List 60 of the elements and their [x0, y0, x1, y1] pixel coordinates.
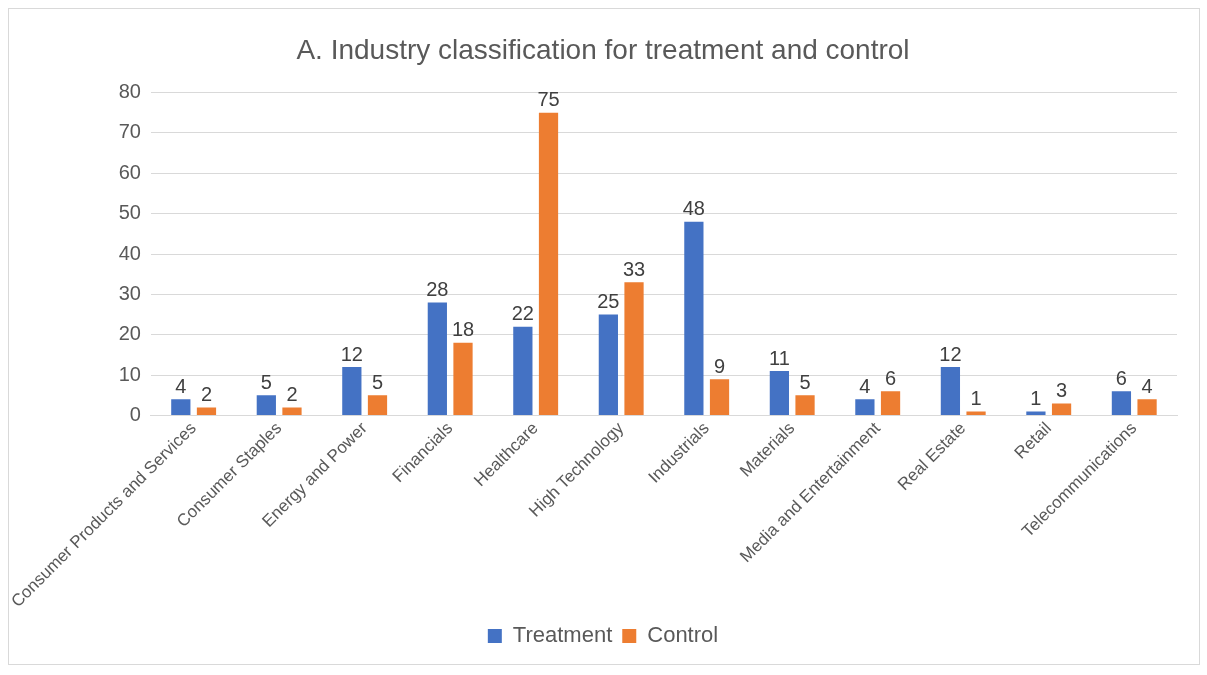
y-tick-label: 50 — [118, 201, 141, 224]
chart-title: A. Industry classification for treatment and control — [296, 33, 910, 65]
bar — [1051, 403, 1072, 416]
bar — [795, 395, 815, 416]
data-label: 6 — [884, 366, 897, 389]
bar — [855, 399, 875, 416]
bar — [196, 407, 217, 416]
y-tick-label: 70 — [118, 120, 141, 143]
y-tick-label: 10 — [118, 362, 141, 385]
data-label: 6 — [1115, 366, 1127, 389]
data-label: 33 — [622, 257, 646, 280]
y-tick-label: 40 — [118, 241, 141, 264]
data-label: 1 — [970, 387, 982, 409]
bar — [367, 395, 388, 416]
bar — [513, 326, 533, 416]
bar — [624, 282, 644, 416]
data-label: 5 — [371, 370, 384, 393]
bar — [1026, 411, 1046, 416]
data-label: 2 — [200, 382, 213, 405]
data-label: 48 — [682, 197, 705, 220]
data-label: 2 — [286, 382, 298, 405]
data-label: 18 — [451, 318, 475, 341]
bar — [282, 407, 302, 416]
data-label: 5 — [799, 370, 811, 393]
data-label: 4 — [859, 374, 871, 397]
bar — [1137, 399, 1157, 416]
bar — [1111, 391, 1132, 416]
bar — [709, 379, 730, 416]
data-label: 5 — [260, 370, 272, 393]
y-tick-label: 80 — [118, 80, 141, 103]
y-tick-label: 60 — [118, 160, 141, 183]
bar — [684, 221, 704, 416]
bar — [427, 302, 447, 416]
data-label: 9 — [713, 354, 726, 377]
data-label: 1 — [1030, 387, 1042, 409]
legend-label: Treatment — [512, 622, 613, 648]
bar — [256, 395, 276, 416]
data-label: 11 — [769, 346, 790, 369]
y-tick-label: 0 — [129, 403, 141, 426]
data-label: 12 — [340, 342, 363, 365]
bar — [171, 399, 191, 416]
data-label: 22 — [511, 302, 534, 325]
legend-label: Control — [647, 622, 719, 648]
y-tick-label: 20 — [118, 322, 141, 345]
y-tick-label: 30 — [118, 281, 141, 304]
bar — [940, 367, 961, 416]
data-label: 3 — [1056, 378, 1068, 401]
data-label: 4 — [1141, 374, 1153, 397]
bar — [598, 314, 618, 416]
data-label: 28 — [426, 278, 449, 301]
bar — [538, 112, 559, 416]
data-label: 25 — [597, 290, 620, 313]
bar — [880, 391, 901, 416]
data-label: 4 — [175, 374, 187, 397]
bar — [342, 367, 362, 416]
data-label: 12 — [939, 342, 962, 365]
bar — [453, 342, 473, 416]
bar — [769, 371, 789, 416]
data-label: 75 — [537, 88, 560, 111]
bar — [966, 411, 986, 416]
